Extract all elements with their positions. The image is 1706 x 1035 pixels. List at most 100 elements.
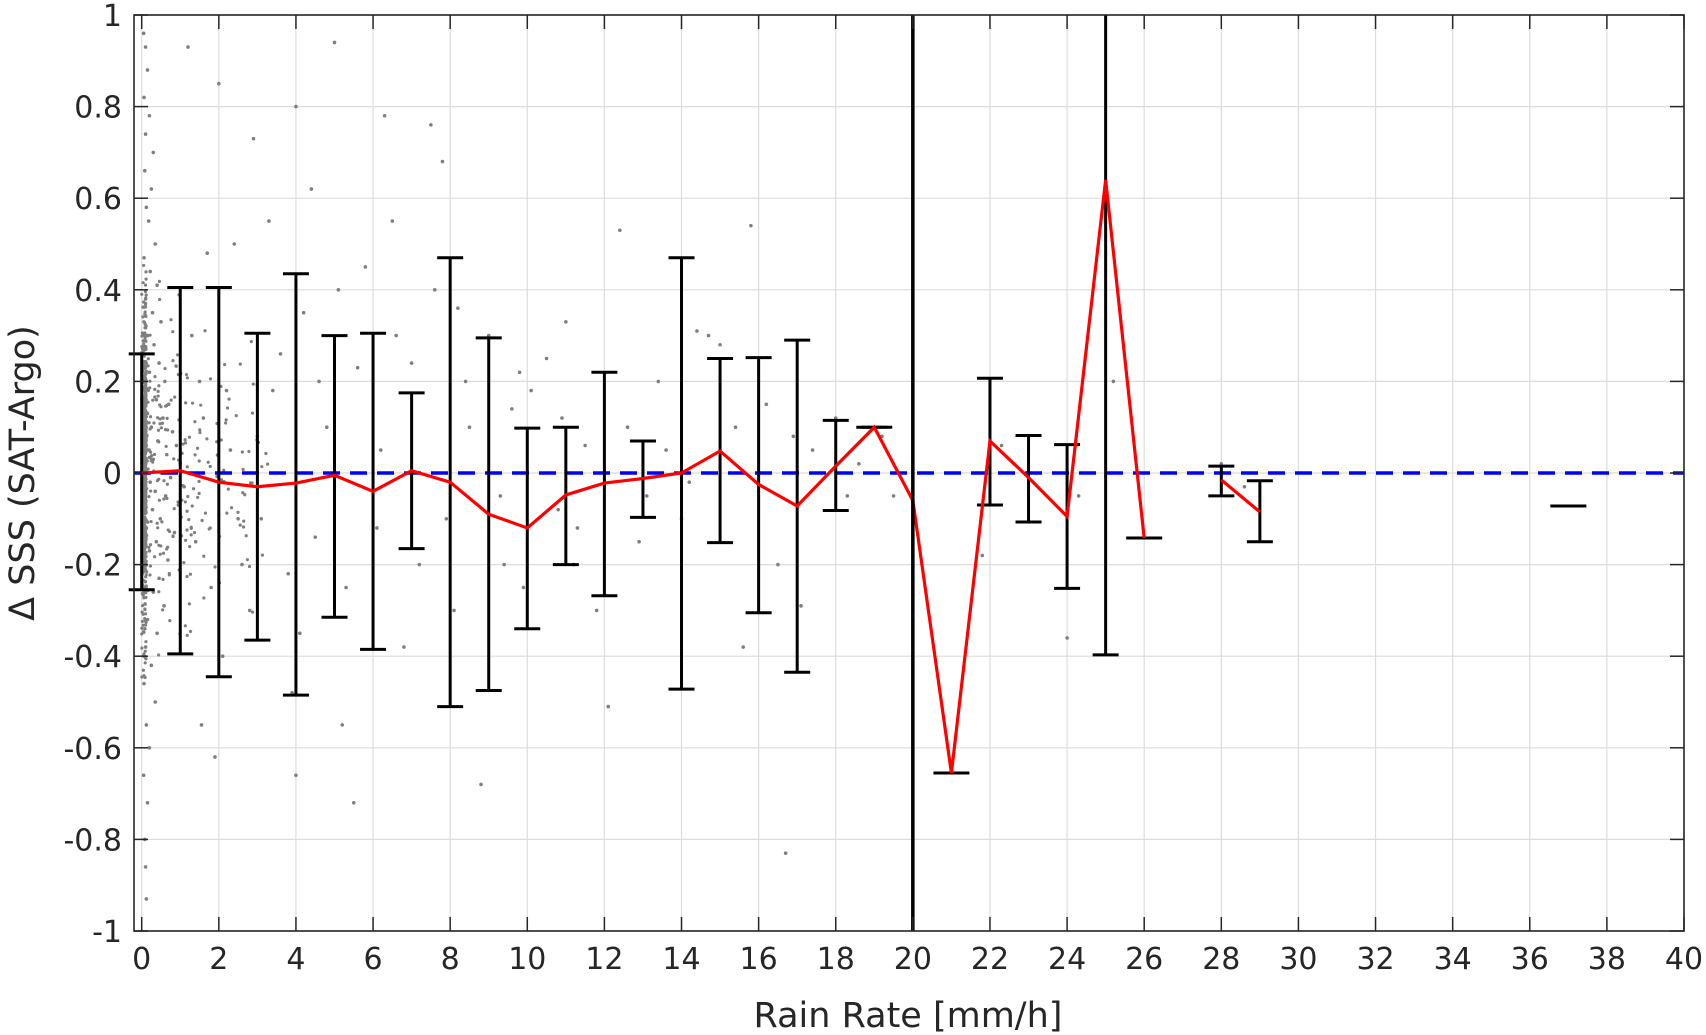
scatter-point <box>143 494 148 498</box>
scatter-point <box>143 865 148 869</box>
scatter-point <box>155 631 159 636</box>
scatter-point <box>241 491 245 495</box>
scatter-point <box>891 494 896 498</box>
scatter-point <box>143 290 148 294</box>
scatter-point <box>390 219 395 223</box>
scatter-point <box>144 489 148 494</box>
scatter-point <box>203 511 208 515</box>
scatter-point <box>157 653 161 657</box>
scatter-point <box>159 320 163 324</box>
scatter-point <box>140 646 144 650</box>
scatter-point <box>144 511 148 515</box>
scatter-point <box>143 297 148 301</box>
x-tick-label: 8 <box>441 942 460 977</box>
scatter-point <box>244 534 248 538</box>
scatter-point <box>156 389 160 393</box>
scatter-point <box>271 388 275 393</box>
scatter-point <box>181 442 185 446</box>
scatter-point <box>144 531 148 536</box>
scatter-point <box>517 370 522 375</box>
scatter-point <box>228 448 233 452</box>
scatter-point <box>147 549 152 553</box>
scatter-point <box>250 411 255 415</box>
scatter-point <box>186 494 190 499</box>
scatter-point <box>171 534 175 539</box>
scatter-point <box>140 626 144 630</box>
scatter-point <box>148 269 152 274</box>
scatter-point <box>184 372 189 377</box>
scatter-point <box>260 465 264 469</box>
scatter-point <box>141 623 145 627</box>
scatter-point <box>141 305 145 309</box>
scatter-point <box>144 409 148 413</box>
scatter-point <box>185 574 189 579</box>
scatter-point <box>183 538 188 542</box>
scatter-point <box>142 498 147 503</box>
scatter-point <box>197 459 201 463</box>
scatter-point <box>144 324 148 328</box>
scatter-point <box>148 543 153 547</box>
scatter-point <box>223 362 227 367</box>
scatter-point <box>317 379 321 384</box>
scatter-point <box>309 187 314 191</box>
scatter-point <box>143 645 148 649</box>
scatter-point <box>741 645 746 649</box>
scatter-point <box>149 425 154 430</box>
scatter-point <box>224 418 228 422</box>
scatter-point <box>147 746 152 750</box>
scatter-point <box>143 45 148 49</box>
scatter-point <box>141 773 146 778</box>
scatter-point <box>144 535 148 539</box>
scatter-point <box>144 430 148 434</box>
scatter-point <box>810 448 815 452</box>
scatter-point <box>378 448 383 452</box>
x-tick-label: 4 <box>286 942 305 977</box>
scatter-point <box>706 333 711 338</box>
scatter-point <box>142 263 146 268</box>
y-tick-label: 1 <box>103 0 122 34</box>
scatter-point <box>340 723 345 727</box>
scatter-point <box>203 329 207 333</box>
scatter-point <box>166 428 170 432</box>
scatter-point <box>217 81 221 86</box>
scatter-point <box>205 437 209 441</box>
scatter-point <box>355 365 360 370</box>
scatter-point <box>165 496 169 501</box>
scatter-point <box>182 561 186 565</box>
x-tick-label: 34 <box>1434 942 1472 977</box>
x-tick-label: 40 <box>1665 942 1703 977</box>
scatter-point <box>144 483 148 487</box>
x-tick-labels: 0 2 4 6 8 10 12 14 16 18 20 22 24 26 28 30 32 34 36 38 40 <box>132 942 1703 977</box>
scatter-point <box>444 517 449 521</box>
scatter-point <box>144 897 149 901</box>
mean-line-segment <box>1220 478 1261 514</box>
x-tick-label: 26 <box>1125 942 1163 977</box>
scatter-point <box>575 526 580 530</box>
scatter-point <box>148 379 152 383</box>
scatter-point <box>142 342 146 346</box>
scatter-point <box>149 663 154 668</box>
scatter-point <box>151 457 156 462</box>
scatter-point <box>193 420 197 424</box>
scatter-point <box>143 617 147 621</box>
scatter-point <box>160 421 164 425</box>
scatter-point <box>162 497 166 501</box>
scatter-point <box>176 353 180 357</box>
scatter-point <box>170 429 175 434</box>
scatter-point <box>193 453 197 457</box>
scatter-point <box>143 523 147 527</box>
scatter-point <box>142 474 146 478</box>
scatter-point <box>144 402 148 407</box>
scatter-point <box>165 482 169 486</box>
x-tick-label: 36 <box>1511 942 1549 977</box>
scatter-point <box>158 517 163 521</box>
scatter-point <box>141 281 145 285</box>
scatter-point <box>429 123 433 127</box>
scatter-point <box>248 481 253 485</box>
scatter-point <box>618 228 622 233</box>
scatter-point <box>172 507 176 511</box>
scatter-point <box>236 517 240 521</box>
scatter-point <box>148 480 152 484</box>
scatter-point <box>168 619 172 623</box>
scatter-point <box>146 357 150 361</box>
